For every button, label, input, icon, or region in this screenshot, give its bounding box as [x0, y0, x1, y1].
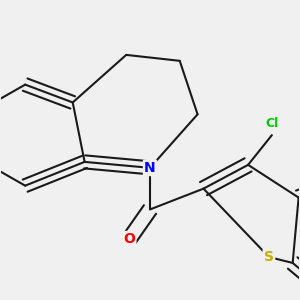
Text: S: S	[264, 250, 274, 264]
Text: O: O	[123, 232, 135, 246]
Text: Cl: Cl	[265, 117, 278, 130]
Text: N: N	[144, 161, 156, 175]
